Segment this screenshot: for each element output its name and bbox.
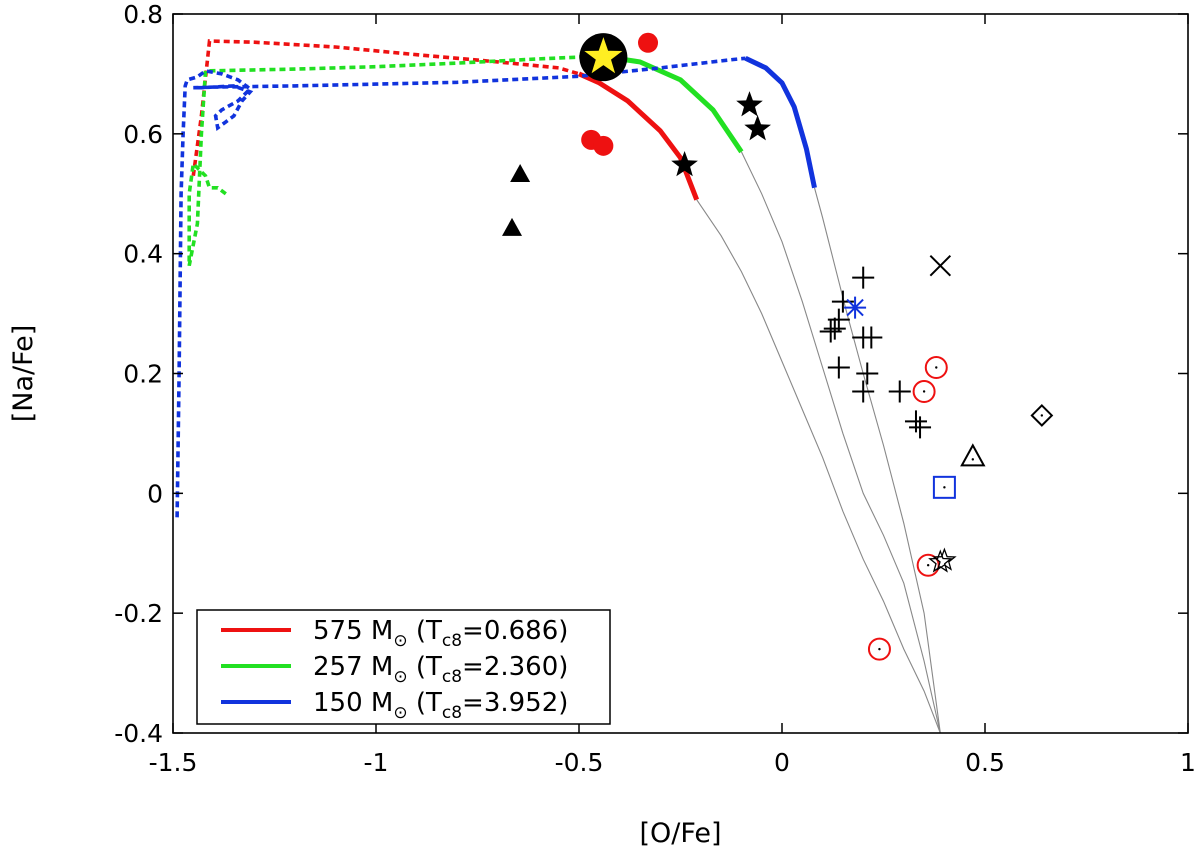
- legend-label: 575 M⊙ (Tc8=0.686): [313, 616, 568, 651]
- red-open-circle-marker: [867, 637, 891, 661]
- plus-marker: [860, 326, 883, 349]
- open-circle-dot: [926, 564, 930, 567]
- dilution-curves: [696, 151, 941, 734]
- open-triangle-dot: [971, 458, 975, 461]
- open-square-dot: [943, 486, 946, 489]
- x-tick-label: -0.5: [555, 748, 604, 777]
- plus-marker: [823, 317, 846, 340]
- open-circle-dot: [935, 366, 938, 369]
- red-open-circle-marker: [912, 379, 936, 403]
- legend-label: 150 M⊙ (Tc8=3.952): [313, 688, 568, 723]
- plus-marker: [827, 356, 850, 379]
- plus-marker: [888, 380, 911, 403]
- y-tick-label: 0.4: [123, 240, 163, 269]
- x-tick-label: -1: [364, 748, 389, 777]
- black-open-star-marker: [932, 547, 957, 571]
- plus-marker: [852, 380, 875, 403]
- black-filled-star-marker: [736, 91, 763, 117]
- x-axis-label: [O/Fe]: [639, 818, 721, 849]
- big-star-shape: [584, 37, 623, 74]
- y-tick-label: 0.6: [123, 120, 163, 149]
- series-line-dashed: [175, 56, 746, 518]
- series-line-solid: [744, 56, 817, 189]
- plus-marker: [831, 290, 854, 313]
- x-tick-label: 0: [774, 748, 790, 777]
- black-open-diamond-marker: [1030, 404, 1054, 427]
- black-open-triangle-marker: [960, 443, 986, 467]
- plus-marker: [856, 362, 879, 385]
- open-circle-dot: [878, 647, 881, 651]
- plus-marker: [827, 308, 850, 331]
- dilution-curve: [696, 199, 941, 734]
- open-circle-ring: [924, 356, 948, 380]
- plus-marker: [909, 416, 932, 439]
- red-filled-circle-marker: [593, 135, 614, 156]
- red-filled-circle-marker: [638, 32, 659, 53]
- black-filled-triangle-marker: [510, 163, 531, 182]
- black-filled-star-marker: [744, 115, 771, 141]
- axis-ticks: -1.5 -1 -0.5 0 0.5 1 -0.4 -0.2 0 0.2 0.4 0.6 0.8: [114, 0, 1196, 777]
- x-tick-label: 1: [1180, 748, 1196, 777]
- blue-asterisk-marker: [844, 296, 867, 319]
- series-line-solid: [598, 53, 744, 154]
- dilution-curve: [740, 151, 941, 734]
- y-tick-label: 0: [147, 479, 163, 508]
- x-tick-label: -1.5: [149, 748, 198, 777]
- open-triangle-shape: [960, 443, 986, 467]
- open-circle-dot: [922, 390, 926, 393]
- y-tick-label: -0.2: [114, 599, 163, 628]
- open-circle-ring: [867, 637, 891, 661]
- open-diamond-shape: [1030, 404, 1054, 427]
- black-open-star-marker: [928, 549, 953, 573]
- blue-open-square-marker: [932, 475, 956, 499]
- legend-label: 257 M⊙ (Tc8=2.360): [313, 652, 568, 687]
- black-x-marker: [929, 254, 952, 277]
- y-tick-label: 0.2: [123, 360, 163, 389]
- plus-marker: [852, 266, 875, 289]
- plus-marker: [904, 410, 927, 433]
- red-open-circle-marker: [924, 356, 948, 380]
- observed-stars: [502, 32, 1054, 661]
- open-diamond-dot: [1040, 414, 1044, 417]
- x-tick-label: 0.5: [965, 748, 1005, 777]
- legend: 575 M⊙ (Tc8=0.686)257 M⊙ (Tc8=2.360)150 …: [196, 609, 611, 725]
- y-tick-label: -0.4: [114, 719, 163, 748]
- y-axis-label: [Na/Fe]: [8, 325, 39, 423]
- open-circle-ring: [912, 379, 936, 403]
- series-line-dashed: [187, 54, 600, 267]
- open-square-shape: [932, 475, 956, 499]
- big-star-marker: [579, 33, 628, 82]
- black-filled-triangle-marker: [502, 217, 523, 236]
- y-tick-label: 0.8: [123, 0, 163, 29]
- model-tracks: [175, 39, 817, 518]
- black-filled-star-marker: [671, 151, 698, 177]
- plus-marker: [819, 320, 842, 343]
